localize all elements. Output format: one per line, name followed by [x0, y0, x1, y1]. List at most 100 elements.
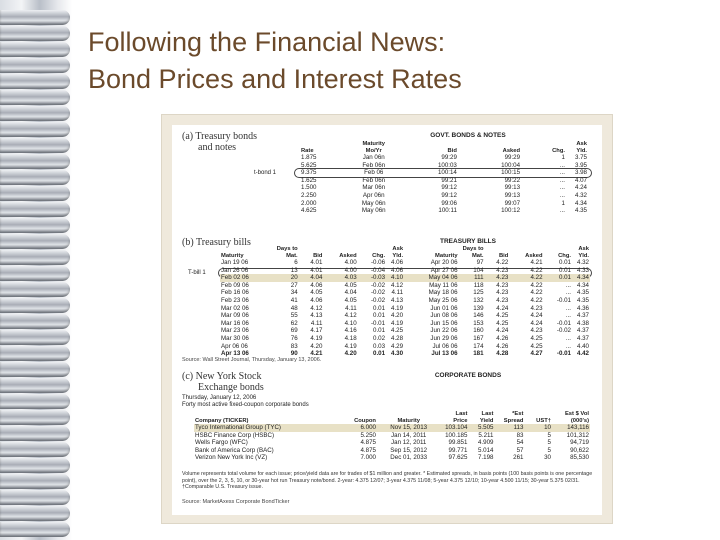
table-cell: 5 [547, 446, 551, 454]
table-cell: Apr 27 06 [430, 266, 458, 274]
table-cell: 99:12 [441, 191, 457, 199]
table-cell: 4.24 [496, 327, 509, 335]
table-cell: 4.25 [530, 342, 543, 350]
table-cell: May 04 06 [404, 274, 459, 282]
table-row: 5.625 Feb 06n 100:03 100:04... 3.95 [300, 162, 588, 170]
table-cell: Jan 14, 2011 [391, 431, 427, 439]
table-cell: 0.01 [373, 350, 386, 358]
col-header: Company (TICKER) [195, 417, 249, 424]
table-cell: 99:12 [441, 184, 457, 192]
table-cell: ... [565, 312, 571, 320]
table-row: HSBC Finance Corp (HSBC) 5.250 Jan 14, 201… [194, 432, 590, 440]
table-cell: 4.12 [310, 304, 323, 312]
table-cell: Jul 13 06 [431, 350, 458, 358]
table-cell: 0.01 [373, 312, 386, 320]
table-cell: 4.01 [310, 259, 323, 266]
source-wsj: Source: Wall Street Journal, Thursday, J… [182, 357, 322, 363]
table-cell: 160 [473, 327, 484, 335]
table-cell: 100:14 [437, 169, 457, 177]
table-cell: 4.24 [530, 319, 543, 327]
col-header: Coupon [354, 417, 376, 424]
col-header: Asked [339, 252, 357, 259]
section-corporate-bonds: (c) New York Stock Exchange bonds CORPOR… [182, 371, 594, 513]
table-cell: -0.01 [556, 296, 571, 304]
table-cell: 4.35 [576, 296, 589, 304]
table-cell: ... [565, 334, 571, 342]
table-row: Jan 19 06 6 4.01 4.00 -0.06 4.06 Apr 20 06 97 4.… [220, 259, 590, 267]
table-cell: -0.02 [370, 289, 386, 297]
table-cell: Apr 13 06 [221, 350, 249, 358]
coin-stack-image [0, 0, 72, 540]
table-cell: 0.02 [373, 334, 386, 342]
table-cell: 4.34 [572, 274, 590, 282]
heading-treasury-bills: TREASURY BILLS [440, 238, 496, 245]
table-row: Mar 30 06 76 4.19 4.18 0.02 4.28 Jun 29 06 167 4… [220, 335, 590, 343]
table-cell: 41 [290, 296, 298, 304]
clipping-page: (a) Treasury bonds and notes GOVT. BONDS… [172, 125, 602, 515]
table-row: Apr 06 06 83 4.20 4.19 0.03 4.29 Jul 06 06 174 4… [220, 343, 590, 351]
table-cell: 4.33 [576, 266, 589, 274]
table-cell: 4.05 [344, 296, 357, 304]
table-cell: -0.02 [556, 327, 571, 335]
slide-title: Following the Financial News: Bond Price… [88, 24, 462, 98]
table-cell: 3.98 [574, 169, 587, 177]
table-cell: 143,116 [552, 424, 590, 432]
table-cell: 34 [290, 289, 298, 297]
slide-title-line1: Following the Financial News: [88, 27, 446, 57]
table-cell: 4.05 [310, 289, 323, 297]
table-cell: 153 [473, 319, 484, 327]
table-cell: 4.24 [574, 184, 587, 192]
table-cell: 139 [473, 304, 484, 312]
table-cell: 3.95 [574, 161, 587, 169]
table-cell: 55 [290, 312, 298, 320]
table-cell: Dec 01, 2033 [390, 454, 428, 462]
table-cell: May 11 06 [429, 281, 458, 289]
col-header: Ask Yld. [576, 141, 587, 154]
table-row: 2.000 May 06n 99:06 99:07 1 4.34 [300, 200, 588, 208]
table-cell: -0.02 [370, 296, 386, 304]
table-cell: 146 [473, 312, 484, 320]
table-row: Jan 26 06 13 4.01 4.00 -0.04 4.06 Apr 27 06 104… [220, 267, 590, 275]
table-cell: 5.211 [478, 431, 494, 439]
table-cell: 4.32 [574, 191, 587, 199]
table-cell: 99.851 [448, 439, 468, 447]
table-cell: 4.625 [301, 207, 317, 215]
table-cell: 4.23 [530, 304, 543, 312]
table-cell: 113 [494, 424, 525, 432]
table-cell: 1.500 [301, 184, 317, 192]
table-cell: 4.05 [344, 281, 357, 289]
table-cell: 4.21 [310, 350, 323, 358]
table-cell: 6.000 [337, 424, 377, 432]
table-cell: 5.014 [477, 446, 494, 454]
table-cell: Jan 26 06 [221, 266, 249, 274]
table-cell: 4.07 [574, 176, 587, 184]
col-header: Last Yield [479, 411, 494, 424]
table-cell: 118 [473, 281, 484, 289]
table-cell: 83 [290, 342, 298, 350]
table-cell: 85,530 [570, 454, 589, 462]
table-cell: 1 [561, 154, 565, 161]
table-cell: -0.02 [370, 281, 386, 289]
table-cell: 27 [290, 281, 298, 289]
table-cell: 99.771 [448, 446, 468, 454]
table-cell: 3.75 [574, 154, 587, 161]
table-cell: 4.23 [530, 327, 543, 335]
table-cell: 4.11 [345, 304, 357, 312]
slide-title-line2: Bond Prices and Interest Rates [88, 64, 462, 94]
source-marketaxess: Source: MarketAxess Corporate BondTicker [182, 499, 290, 505]
col-header: Chg. [552, 147, 565, 154]
table-cell: 2.250 [301, 191, 317, 199]
table-cell: 4.35 [574, 207, 587, 215]
table-cell: Jul 06 06 [432, 342, 458, 350]
newspaper-clipping: (a) Treasury bonds and notes GOVT. BONDS… [162, 115, 612, 523]
table-cell: 4.22 [496, 259, 509, 266]
table-cell: 4.26 [496, 342, 509, 350]
col-header: UST† [536, 417, 551, 424]
table-cell: 4.909 [477, 439, 494, 447]
table-cell: 4.37 [576, 327, 589, 335]
table-cell: 4.26 [496, 334, 509, 342]
table-cell: Feb 23 06 [221, 296, 249, 304]
table-row: Mar 09 06 55 4.13 4.12 0.01 4.20 Jun 08 06 146 4… [220, 312, 590, 320]
table-cell: 99:21 [441, 176, 457, 184]
table-cell: 4.35 [576, 289, 589, 297]
